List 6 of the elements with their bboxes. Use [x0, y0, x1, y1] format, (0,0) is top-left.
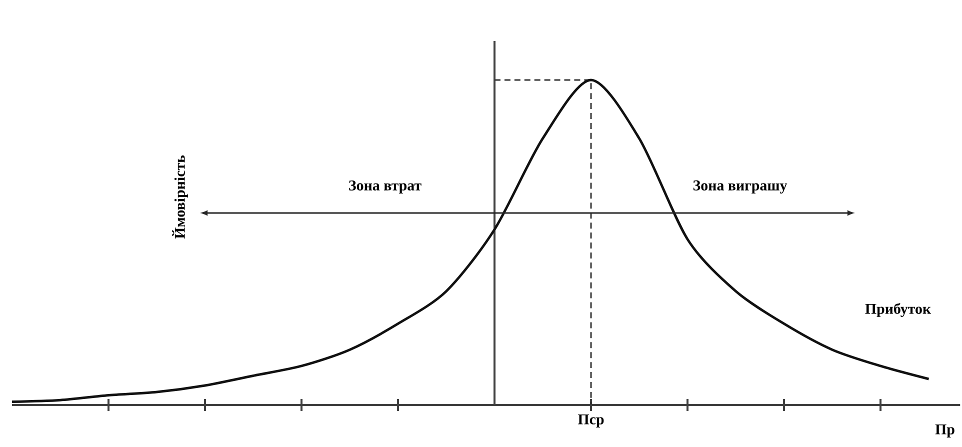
annotation: Зона виграшу: [693, 180, 788, 194]
text: Пср: [578, 414, 604, 428]
x-axis-title: Пр: [935, 424, 954, 438]
annotation: Прибуток: [865, 303, 932, 317]
y-axis-title: Ймовірність: [172, 155, 188, 239]
annotation: Зона втрат: [349, 180, 422, 194]
